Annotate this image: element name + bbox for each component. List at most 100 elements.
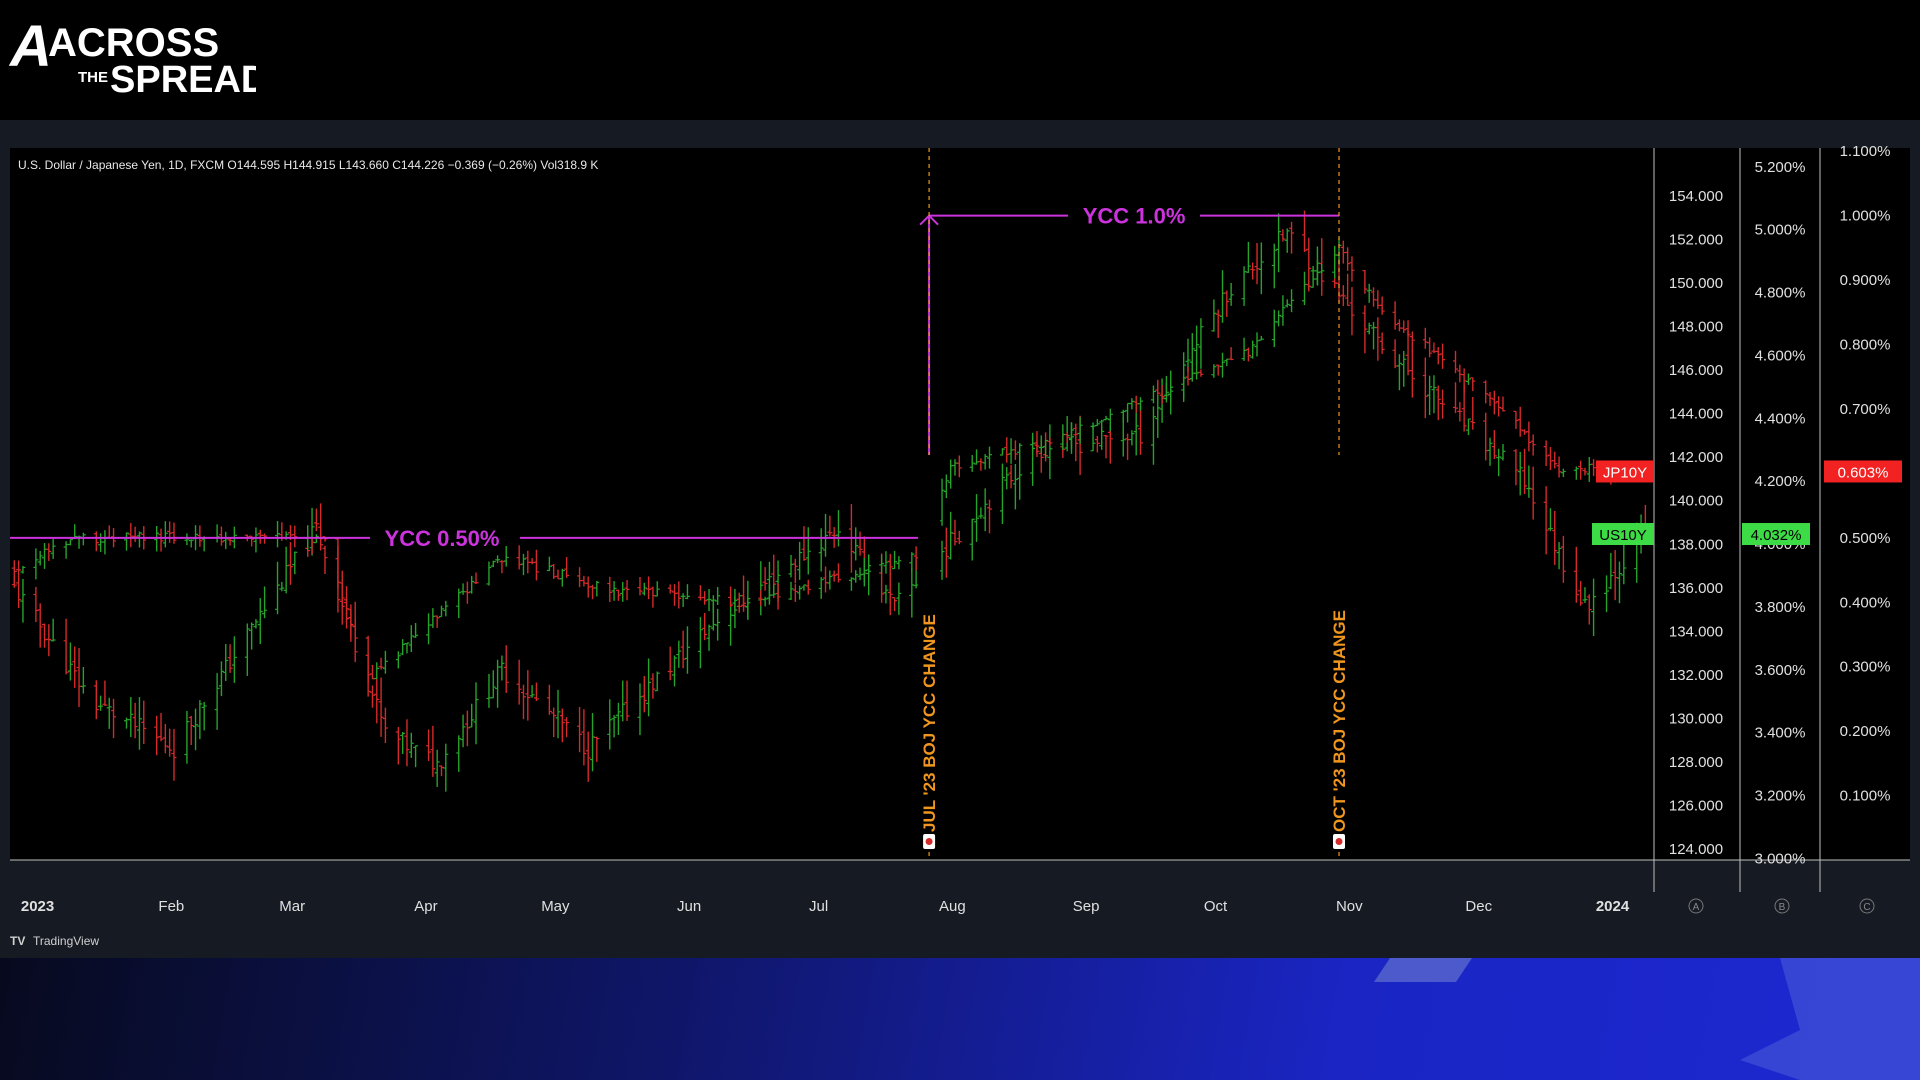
price-bar xyxy=(67,642,73,681)
price-bar xyxy=(257,598,263,645)
price-bar xyxy=(348,609,354,638)
price-bar xyxy=(456,588,462,619)
price-bar xyxy=(1284,228,1290,253)
axes: 2023 Feb Mar Apr May Jun Jul Aug Sep Oct Nov Dec 202… xyxy=(10,143,1910,915)
x-tick-label: Jul xyxy=(809,898,828,915)
event-label: OCT '23 BOJ YCC CHANGE xyxy=(1330,610,1349,832)
across-the-spread-logo: A ACROSS THE SPREAD xyxy=(6,4,268,101)
price-bar xyxy=(158,713,164,742)
price-bar xyxy=(986,446,992,469)
price-bar xyxy=(792,558,798,584)
y-tick-label: 5.000% xyxy=(1755,222,1806,239)
price-bar xyxy=(611,581,617,601)
ycc-050-annotation: YCC 0.50% xyxy=(10,526,930,551)
price-bar xyxy=(128,696,134,738)
tradingview-label: TradingView xyxy=(33,934,99,948)
price-bar xyxy=(952,519,958,546)
us10y-series-tag-bg xyxy=(1592,523,1654,546)
price-bar xyxy=(1487,437,1493,466)
header-banner: A ACROSS THE SPREAD xyxy=(0,0,1920,120)
price-bar xyxy=(499,560,505,574)
price-bar xyxy=(646,658,652,717)
tradingview-attribution: TV TradingView xyxy=(10,934,99,948)
usdjpy-chart[interactable]: YCC 0.50% YCC 1.0% JUL '23 BOJ YCC CHANGE O… xyxy=(0,120,1920,958)
price-bar xyxy=(503,645,509,693)
price-bar xyxy=(162,724,168,754)
price-bar xyxy=(646,576,652,600)
y-tick-label: 0.800% xyxy=(1840,337,1891,354)
price-bar xyxy=(1556,456,1562,478)
price-bar xyxy=(736,592,742,613)
price-bar xyxy=(883,584,889,604)
price-bar xyxy=(1099,419,1105,431)
price-bar xyxy=(253,619,259,629)
price-bar xyxy=(469,575,475,594)
japan-flag-dot xyxy=(1335,838,1343,845)
price-bar xyxy=(943,527,949,578)
price-bar xyxy=(1409,349,1415,398)
price-bar xyxy=(456,735,462,772)
price-bar xyxy=(529,685,535,698)
price-bar xyxy=(1586,594,1592,625)
price-bar xyxy=(676,640,682,668)
price-bar xyxy=(249,622,255,650)
event-label-bg xyxy=(918,455,941,837)
price-bar xyxy=(715,608,721,641)
price-bar xyxy=(1543,486,1549,555)
price-bar xyxy=(1077,416,1083,444)
price-bar xyxy=(33,586,39,623)
price-bar xyxy=(63,618,69,675)
price-bar xyxy=(167,521,173,543)
price-bar xyxy=(1427,337,1433,358)
price-bar xyxy=(1090,422,1096,430)
x-tick-label: Feb xyxy=(158,898,184,915)
decor-shape xyxy=(1374,958,1472,982)
price-bar xyxy=(1280,229,1286,242)
boj-event-marker: OCT '23 BOJ YCC CHANGE xyxy=(1328,148,1351,860)
price-bar xyxy=(1099,428,1105,450)
price-bar xyxy=(848,577,854,591)
price-bar xyxy=(1465,418,1471,436)
chart-frame: YCC 0.50% YCC 1.0% JUL '23 BOJ YCC CHANGE O… xyxy=(0,120,1920,958)
price-bar xyxy=(1245,241,1251,273)
price-bar xyxy=(1340,285,1346,306)
price-bar xyxy=(503,546,509,567)
price-bar xyxy=(637,577,643,596)
price-bar xyxy=(986,499,992,534)
price-bar xyxy=(413,622,419,638)
x-tick-label: May xyxy=(541,898,570,915)
price-bar xyxy=(1215,309,1221,338)
price-bar xyxy=(1526,421,1532,452)
price-bar xyxy=(344,597,350,621)
price-bar xyxy=(559,568,565,587)
price-bar xyxy=(1047,424,1053,480)
price-bar xyxy=(667,646,673,681)
price-bar xyxy=(520,684,526,720)
price-bar xyxy=(136,531,142,548)
price-bar xyxy=(797,585,803,600)
price-bar xyxy=(197,525,203,547)
price-bar xyxy=(1513,449,1519,486)
price-bar xyxy=(167,728,173,757)
price-bar xyxy=(395,727,401,765)
y-tick-label: 130.000 xyxy=(1669,710,1723,727)
price-bar xyxy=(1017,443,1023,458)
logo-the: THE xyxy=(78,69,108,86)
price-bar xyxy=(1517,406,1523,437)
price-bar xyxy=(615,702,621,736)
price-bar xyxy=(672,655,678,687)
price-bar xyxy=(697,617,703,669)
price-bar xyxy=(831,570,837,582)
price-bar xyxy=(1465,373,1471,385)
price-bar xyxy=(443,743,449,792)
y-tick-label: 128.000 xyxy=(1669,754,1723,771)
price-bar xyxy=(1517,451,1523,496)
price-bar xyxy=(188,715,194,746)
price-bar xyxy=(1440,389,1446,419)
price-bar xyxy=(1168,381,1174,404)
price-bar xyxy=(287,542,293,585)
price-bar xyxy=(1250,262,1256,280)
price-bar xyxy=(106,697,112,729)
price-bar xyxy=(1591,459,1597,476)
price-bar xyxy=(1107,425,1113,464)
